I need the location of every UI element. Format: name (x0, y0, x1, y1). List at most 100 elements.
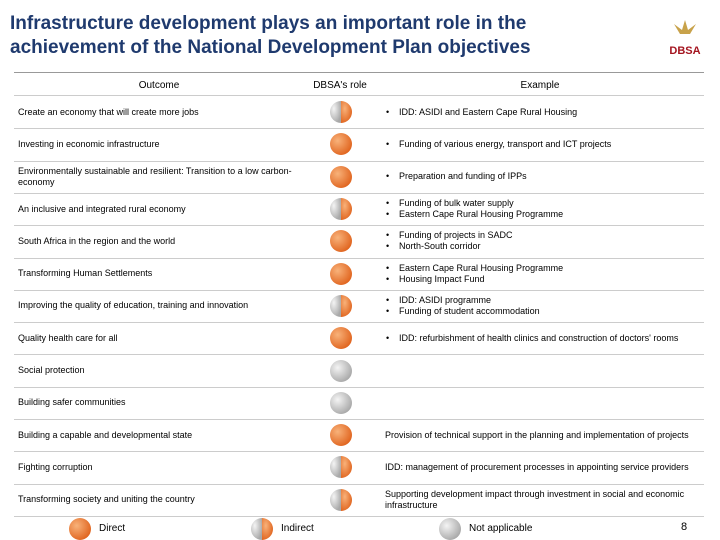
outcome: Building safer communities (18, 397, 126, 408)
role-indicator (330, 359, 352, 382)
role-indicator (439, 518, 461, 540)
circle-part (251, 518, 262, 540)
bullet-list: Preparation and funding of IPPs (385, 171, 695, 182)
role-indicator (69, 518, 91, 540)
title: Infrastructure development plays an impo… (10, 13, 531, 58)
example: Supporting development impact through in… (385, 484, 695, 516)
outcome: Create an economy that will create more … (18, 106, 199, 117)
circle-part (262, 518, 273, 540)
outcome: South Africa in the region and the world (18, 235, 176, 246)
circle-part (341, 198, 352, 221)
outcome: Improving the quality of education, trai… (18, 300, 249, 311)
outcome: Transforming society and uniting the cou… (18, 494, 195, 505)
rule (14, 483, 704, 485)
rule (14, 419, 704, 420)
rule (14, 128, 704, 130)
role-indicator (330, 391, 352, 414)
example: Preparation and funding of IPPs (385, 161, 695, 193)
bullet: IDD: ASIDI and Eastern Cape Rural Housin… (386, 107, 695, 118)
outcome: Building a capable and developmental sta… (18, 429, 193, 440)
example: IDD: refurbishment of health clinics and… (385, 322, 695, 354)
example (385, 387, 695, 419)
role-indicator (330, 165, 352, 188)
role-indicator (330, 133, 352, 156)
outcome: Fighting corruption (18, 461, 93, 472)
rule (14, 451, 704, 453)
circle-part (439, 518, 461, 540)
example-text: Supporting development impact through in… (385, 488, 685, 510)
circle-part (69, 518, 91, 540)
legend-label: Not applicable (469, 523, 533, 534)
role-indicator (251, 518, 273, 540)
outcome: Transforming Human Settlements (18, 268, 153, 279)
role-indicator (330, 198, 352, 221)
example (385, 354, 695, 386)
bullet-list: IDD: ASIDI programmeFunding of student a… (385, 295, 695, 317)
circle-part (330, 262, 352, 285)
rule (14, 192, 704, 194)
circle-part (330, 456, 341, 479)
bullet: Funding of student accommodation (386, 306, 695, 317)
rule (14, 289, 704, 291)
rule (14, 95, 704, 96)
column-header: Example (520, 80, 560, 91)
bullet: Funding of projects in SADC (386, 230, 695, 241)
bullet: Preparation and funding of IPPs (386, 171, 695, 182)
role-indicator (330, 424, 352, 447)
legend-label: Indirect (281, 523, 314, 534)
role-indicator (330, 101, 352, 124)
circle-part (341, 456, 352, 479)
circle-part (330, 230, 352, 253)
example-text: IDD: management of procurement processes… (385, 461, 689, 472)
rule (14, 386, 704, 388)
bullet: North-South corridor (386, 241, 695, 252)
rule (14, 515, 704, 517)
logo-text: DBSA (669, 45, 701, 57)
role-indicator (330, 294, 352, 317)
circle-part (330, 488, 341, 511)
example: IDD: ASIDI and Eastern Cape Rural Housin… (385, 96, 695, 128)
role-indicator (330, 230, 352, 253)
outcome: Quality health care for all (18, 332, 118, 343)
rule (14, 160, 704, 162)
outcome: Social protection (18, 365, 85, 376)
circle-part (330, 294, 341, 317)
bullet: IDD: refurbishment of health clinics and… (386, 333, 695, 344)
circle-part (330, 359, 352, 382)
example: Funding of various energy, transport and… (385, 128, 695, 160)
role-indicator (330, 327, 352, 350)
bullet-list: Funding of various energy, transport and… (385, 139, 695, 150)
outcome: Environmentally sustainable and resilien… (18, 165, 292, 187)
bullet: Housing Impact Fund (386, 274, 695, 285)
rule (14, 225, 704, 227)
circle-part (330, 327, 352, 350)
outcome: An inclusive and integrated rural econom… (18, 203, 186, 214)
example: Eastern Cape Rural Housing ProgrammeHous… (385, 258, 695, 290)
outcome: Investing in economic infrastructure (18, 138, 160, 149)
circle-part (341, 101, 352, 124)
role-indicator (330, 456, 352, 479)
page-number: 8 (681, 521, 688, 533)
circle-part (330, 133, 352, 156)
circle-part (341, 294, 352, 317)
circle-part (341, 488, 352, 511)
circle-part (330, 198, 341, 221)
bullet-list: IDD: refurbishment of health clinics and… (385, 333, 695, 344)
bullet-list: Funding of bulk water supplyEastern Cape… (385, 198, 695, 220)
example: IDD: management of procurement processes… (385, 451, 695, 483)
example: Funding of projects in SADCNorth-South c… (385, 225, 695, 257)
circle-part (330, 424, 352, 447)
example: IDD: ASIDI programmeFunding of student a… (385, 290, 695, 322)
role-indicator (330, 488, 352, 511)
logo: DBSA (660, 18, 710, 57)
example-text: Provision of technical support in the pl… (385, 429, 689, 440)
bullet: IDD: ASIDI programme (386, 295, 695, 306)
rule (14, 322, 704, 324)
bullet: Eastern Cape Rural Housing Programme (386, 209, 695, 220)
rule (14, 72, 704, 73)
circle-part (330, 391, 352, 414)
rule (14, 257, 704, 259)
bullet: Eastern Cape Rural Housing Programme (386, 263, 695, 274)
circle-part (330, 101, 341, 124)
